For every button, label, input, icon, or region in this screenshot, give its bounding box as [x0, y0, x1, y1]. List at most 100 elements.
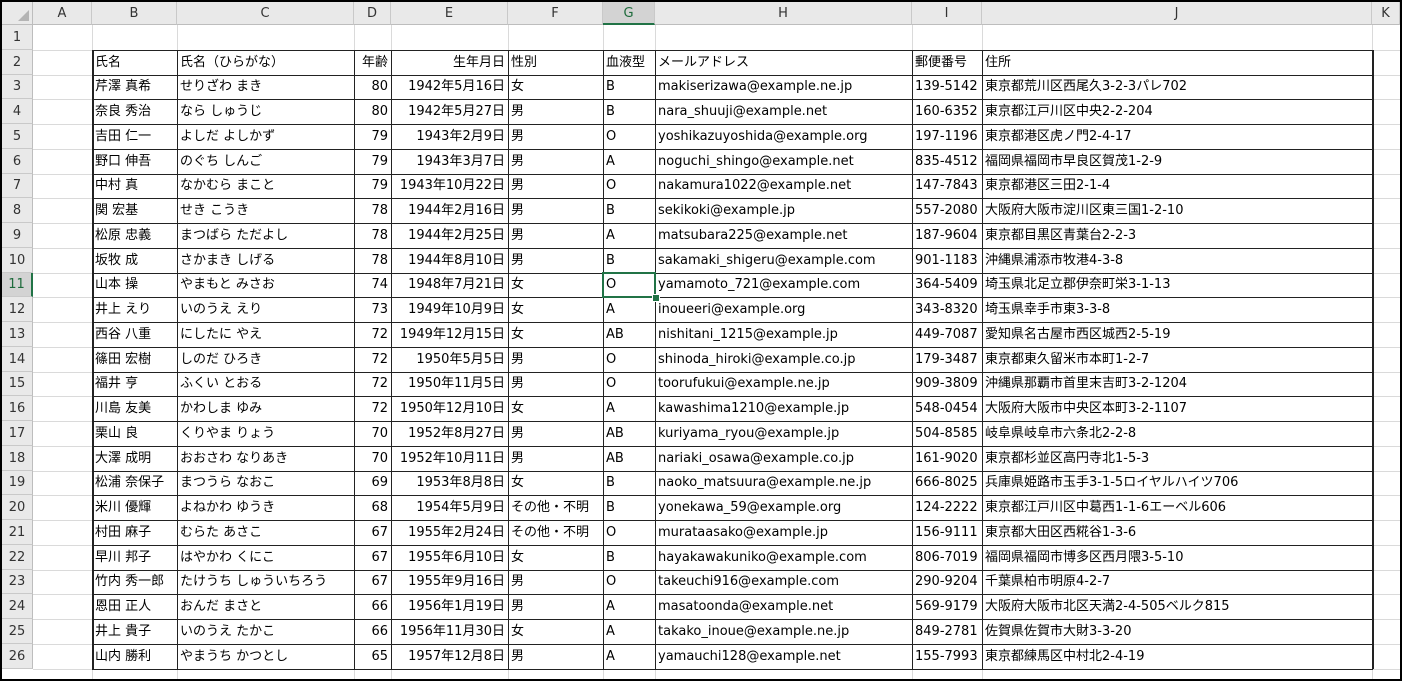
- table-cell[interactable]: 1952年8月27日: [408, 426, 505, 441]
- table-cell[interactable]: masatoonda@example.net: [658, 599, 834, 614]
- table-cell[interactable]: B: [606, 79, 615, 94]
- table-cell[interactable]: inoueeri@example.org: [658, 302, 806, 317]
- table-cell[interactable]: 1956年11月30日: [399, 624, 505, 639]
- row-header-9[interactable]: 9: [2, 223, 33, 248]
- select-all-corner[interactable]: [2, 2, 33, 25]
- row-header-23[interactable]: 23: [2, 570, 33, 594]
- table-cell[interactable]: なかむら まこと: [180, 178, 276, 193]
- table-cell[interactable]: なら しゅうじ: [180, 104, 263, 119]
- table-cell[interactable]: おんだ まさと: [180, 599, 263, 614]
- table-cell[interactable]: 埼玉県北足立郡伊奈町栄3-1-13: [985, 277, 1171, 292]
- table-cell[interactable]: 福岡県福岡市早良区賀茂1-2-9: [985, 154, 1163, 169]
- table-cell[interactable]: 569-9179: [915, 599, 978, 614]
- table-cell[interactable]: 1950年5月5日: [416, 352, 505, 367]
- table-cell[interactable]: 1954年5月9日: [416, 500, 505, 515]
- table-cell[interactable]: 73: [371, 302, 388, 317]
- table-cell[interactable]: O: [606, 178, 617, 193]
- table-cell[interactable]: さかまき しげる: [180, 253, 276, 268]
- table-cell[interactable]: いのうえ たかこ: [180, 624, 276, 639]
- row-header-15[interactable]: 15: [2, 372, 33, 396]
- table-cell[interactable]: 佐賀県佐賀市大財3-3-20: [985, 624, 1132, 639]
- table-cell[interactable]: 1953年8月8日: [416, 475, 505, 490]
- row-header-14[interactable]: 14: [2, 347, 33, 372]
- column-header-e[interactable]: E: [391, 2, 508, 25]
- table-cell[interactable]: matsubara225@example.net: [658, 228, 848, 243]
- table-cell[interactable]: 79: [371, 129, 388, 144]
- table-cell[interactable]: 男: [511, 451, 525, 466]
- table-cell[interactable]: 沖縄県浦添市牧港4-3-8: [985, 253, 1124, 268]
- table-header-cell[interactable]: 氏名（ひらがな）: [180, 55, 285, 70]
- column-header-f[interactable]: F: [508, 2, 603, 25]
- table-cell[interactable]: 1943年10月22日: [399, 178, 505, 193]
- table-cell[interactable]: 66: [371, 599, 388, 614]
- table-cell[interactable]: 女: [511, 277, 525, 292]
- table-header-cell[interactable]: メールアドレス: [658, 55, 750, 70]
- row-header-7[interactable]: 7: [2, 174, 33, 198]
- table-cell[interactable]: 835-4512: [915, 154, 978, 169]
- table-cell[interactable]: 埼玉県幸手市東3-3-8: [985, 302, 1111, 317]
- table-cell[interactable]: 男: [511, 253, 525, 268]
- column-header-j[interactable]: J: [982, 2, 1372, 25]
- table-cell[interactable]: 東京都港区三田2-1-4: [985, 178, 1111, 193]
- table-cell[interactable]: 竹内 秀一郎: [95, 574, 165, 589]
- table-cell[interactable]: 女: [511, 550, 525, 565]
- fill-handle[interactable]: [652, 294, 660, 302]
- table-cell[interactable]: 124-2222: [915, 500, 978, 515]
- row-header-5[interactable]: 5: [2, 124, 33, 149]
- table-cell[interactable]: 井上 えり: [95, 302, 152, 317]
- table-cell[interactable]: O: [606, 277, 617, 292]
- table-cell[interactable]: noguchi_shingo@example.net: [658, 154, 854, 169]
- table-cell[interactable]: 大阪府大阪市北区天満2-4-505ベルク815: [985, 599, 1230, 614]
- table-cell[interactable]: 1950年12月10日: [399, 401, 505, 416]
- table-cell[interactable]: 男: [511, 203, 525, 218]
- table-cell[interactable]: 早川 邦子: [95, 550, 152, 565]
- table-cell[interactable]: 72: [371, 352, 388, 367]
- table-cell[interactable]: 504-8585: [915, 426, 978, 441]
- table-header-cell[interactable]: 住所: [985, 55, 1012, 70]
- table-cell[interactable]: むらた あさこ: [180, 525, 263, 540]
- row-header-8[interactable]: 8: [2, 198, 33, 223]
- table-cell[interactable]: よしだ よしかず: [180, 129, 276, 144]
- table-cell[interactable]: 1949年12月15日: [399, 327, 505, 342]
- table-cell[interactable]: 1949年10月9日: [408, 302, 505, 317]
- table-cell[interactable]: 343-8320: [915, 302, 978, 317]
- table-cell[interactable]: 72: [371, 401, 388, 416]
- table-cell[interactable]: 1943年2月9日: [416, 129, 505, 144]
- table-cell[interactable]: A: [606, 154, 615, 169]
- table-cell[interactable]: yonekawa_59@example.org: [658, 500, 842, 515]
- table-cell[interactable]: 187-9604: [915, 228, 978, 243]
- table-cell[interactable]: takeuchi916@example.com: [658, 574, 840, 589]
- row-header-24[interactable]: 24: [2, 594, 33, 619]
- table-cell[interactable]: 79: [371, 154, 388, 169]
- table-cell[interactable]: 栗山 良: [95, 426, 139, 441]
- table-cell[interactable]: 大阪府大阪市中央区本町3-2-1107: [985, 401, 1188, 416]
- table-cell[interactable]: 女: [511, 624, 525, 639]
- table-cell[interactable]: 806-7019: [915, 550, 978, 565]
- table-cell[interactable]: B: [606, 500, 615, 515]
- active-cell-selection[interactable]: [602, 272, 656, 298]
- table-cell[interactable]: makiserizawa@example.ne.jp: [658, 79, 853, 94]
- column-header-c[interactable]: C: [177, 2, 354, 25]
- table-cell[interactable]: 78: [371, 253, 388, 268]
- table-cell[interactable]: 東京都大田区西糀谷1-3-6: [985, 525, 1137, 540]
- table-cell[interactable]: O: [606, 129, 617, 144]
- row-header-13[interactable]: 13: [2, 322, 33, 347]
- table-cell[interactable]: 男: [511, 178, 525, 193]
- table-cell[interactable]: はやかわ くにこ: [180, 550, 275, 565]
- table-cell[interactable]: 160-6352: [915, 104, 978, 119]
- table-cell[interactable]: 179-3487: [915, 352, 978, 367]
- table-cell[interactable]: 65: [371, 649, 388, 664]
- table-cell[interactable]: B: [606, 475, 615, 490]
- table-cell[interactable]: にしたに やえ: [180, 327, 263, 342]
- table-cell[interactable]: まつうら なおこ: [180, 475, 276, 490]
- table-cell[interactable]: 74: [371, 277, 388, 292]
- table-header-cell[interactable]: 郵便番号: [915, 55, 968, 70]
- table-cell[interactable]: AB: [606, 451, 624, 466]
- table-cell[interactable]: 男: [511, 228, 525, 243]
- column-header-a[interactable]: A: [33, 2, 92, 25]
- table-cell[interactable]: nishitani_1215@example.jp: [658, 327, 838, 342]
- table-cell[interactable]: 千葉県柏市明原4-2-7: [985, 574, 1111, 589]
- table-cell[interactable]: 66: [371, 624, 388, 639]
- table-cell[interactable]: 1955年6月10日: [408, 550, 505, 565]
